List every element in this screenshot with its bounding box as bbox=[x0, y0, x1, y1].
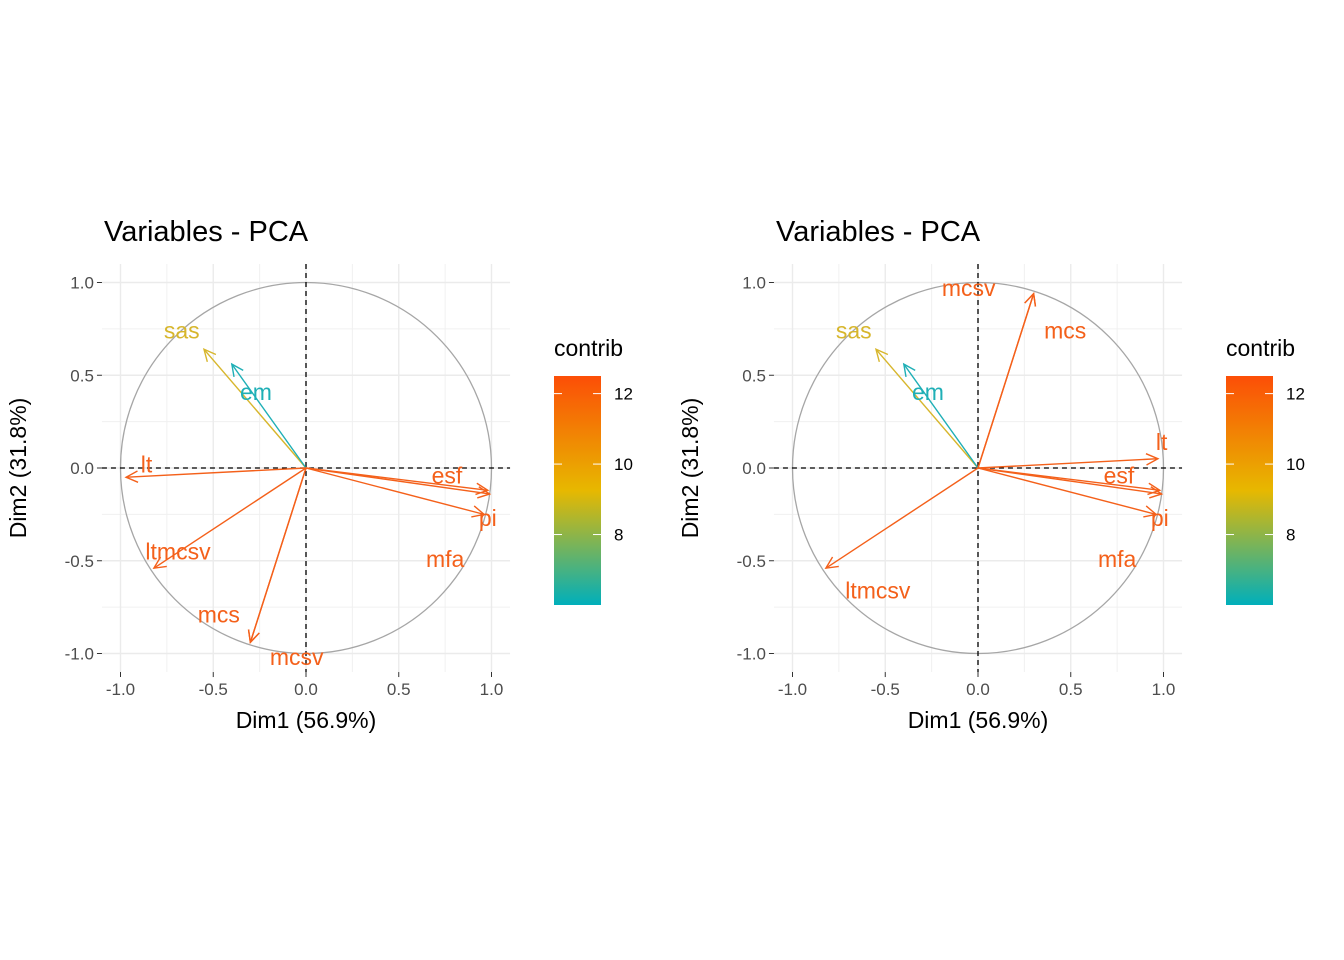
variable-arrows bbox=[824, 292, 1164, 570]
y-tick-label: 0.5 bbox=[742, 366, 766, 385]
variable-arrows bbox=[124, 348, 492, 644]
label-lt: lt bbox=[141, 451, 153, 477]
label-esf: esf bbox=[1104, 462, 1135, 488]
label-em: em bbox=[240, 379, 272, 405]
arrow-pi bbox=[305, 467, 490, 495]
y-tick-label: -0.5 bbox=[737, 552, 766, 571]
arrow-lt bbox=[977, 458, 1158, 469]
y-tick-label: 0.0 bbox=[742, 459, 766, 478]
x-tick-label: 0.5 bbox=[1059, 680, 1083, 699]
arrowhead-em bbox=[902, 362, 916, 378]
x-tick-label: 0.0 bbox=[966, 680, 990, 699]
legend-tick-label: 8 bbox=[1286, 526, 1295, 545]
label-pi: pi bbox=[479, 505, 497, 531]
x-tick-label: 1.0 bbox=[1152, 680, 1176, 699]
label-ltmcsv: ltmcsv bbox=[145, 538, 211, 564]
label-em: em bbox=[912, 379, 944, 405]
y-tick-label: 0.5 bbox=[70, 366, 94, 385]
x-axis-title: Dim1 (56.9%) bbox=[236, 707, 377, 733]
x-tick-label: 0.5 bbox=[387, 680, 411, 699]
arrow-mfa bbox=[977, 467, 1157, 516]
legend: contrib 8 10 12 bbox=[554, 335, 633, 605]
arrowhead-em bbox=[230, 362, 244, 378]
y-tick-label: -0.5 bbox=[65, 552, 94, 571]
label-mcs: mcs bbox=[198, 602, 240, 628]
arrow-mfa bbox=[305, 467, 485, 516]
x-tick-label: -0.5 bbox=[199, 680, 228, 699]
legend-tick-label: 8 bbox=[614, 526, 623, 545]
label-esf: esf bbox=[432, 462, 463, 488]
label-ltmcsv: ltmcsv bbox=[845, 577, 911, 603]
legend-colorbar bbox=[1226, 376, 1273, 605]
legend-colorbar bbox=[554, 376, 601, 605]
arrowhead-lt bbox=[1145, 453, 1160, 466]
arrow-pi bbox=[977, 467, 1162, 495]
y-axis-title: Dim2 (31.8%) bbox=[677, 398, 703, 539]
x-tick-label: -0.5 bbox=[871, 680, 900, 699]
arrow-sas bbox=[875, 348, 979, 469]
y-tick-label: 0.0 bbox=[70, 459, 94, 478]
arrowhead-mcs bbox=[1024, 292, 1037, 307]
label-lt: lt bbox=[1156, 429, 1168, 455]
y-axis-title: Dim2 (31.8%) bbox=[5, 398, 31, 539]
legend-tick-label: 12 bbox=[1286, 385, 1305, 404]
arrowhead-ltmcsv bbox=[152, 556, 167, 570]
label-mfa: mfa bbox=[1098, 546, 1137, 572]
arrow-em bbox=[903, 363, 979, 469]
arrowhead-ltmcsv bbox=[824, 556, 839, 570]
y-tick-label: 1.0 bbox=[742, 274, 766, 293]
arrowhead-mfa bbox=[1143, 505, 1158, 518]
label-mcsv: mcsv bbox=[942, 275, 996, 301]
arrowhead-mfa bbox=[471, 505, 486, 518]
y-tick-label: -1.0 bbox=[737, 645, 766, 664]
x-tick-label: 0.0 bbox=[294, 680, 318, 699]
x-axis-title: Dim1 (56.9%) bbox=[908, 707, 1049, 733]
label-mfa: mfa bbox=[426, 546, 465, 572]
legend-tick-label: 12 bbox=[614, 385, 633, 404]
label-sas: sas bbox=[164, 318, 200, 344]
legend-tick-label: 10 bbox=[614, 455, 633, 474]
arrow-ltmcsv bbox=[825, 467, 979, 569]
arrow-mcsv bbox=[249, 467, 307, 643]
label-sas: sas bbox=[836, 318, 872, 344]
arrow-em bbox=[231, 363, 307, 469]
arrowhead-sas bbox=[874, 348, 889, 363]
y-tick-label: 1.0 bbox=[70, 274, 94, 293]
chart-title: Variables - PCA bbox=[776, 216, 981, 248]
label-mcsv: mcsv bbox=[270, 644, 324, 670]
arrowhead-mcsv bbox=[247, 629, 260, 644]
arrow-mcs bbox=[977, 293, 1035, 469]
chart-title: Variables - PCA bbox=[104, 216, 309, 248]
arrowhead-lt bbox=[124, 470, 139, 483]
y-tick-label: -1.0 bbox=[65, 645, 94, 664]
arrow-sas bbox=[203, 348, 307, 469]
arrow-lt bbox=[126, 467, 307, 478]
x-tick-label: -1.0 bbox=[778, 680, 807, 699]
arrowhead-pi bbox=[1149, 486, 1164, 499]
legend-tick-label: 10 bbox=[1286, 455, 1305, 474]
arrow-ltmcsv bbox=[153, 467, 307, 569]
x-tick-label: 1.0 bbox=[480, 680, 504, 699]
legend-title: contrib bbox=[554, 335, 623, 361]
label-pi: pi bbox=[1151, 505, 1169, 531]
arrowhead-sas bbox=[202, 348, 217, 363]
label-mcs: mcs bbox=[1044, 318, 1086, 344]
arrowhead-pi bbox=[477, 486, 492, 499]
legend-title: contrib bbox=[1226, 335, 1295, 361]
x-tick-label: -1.0 bbox=[106, 680, 135, 699]
legend: contrib 8 10 12 bbox=[1226, 335, 1305, 605]
